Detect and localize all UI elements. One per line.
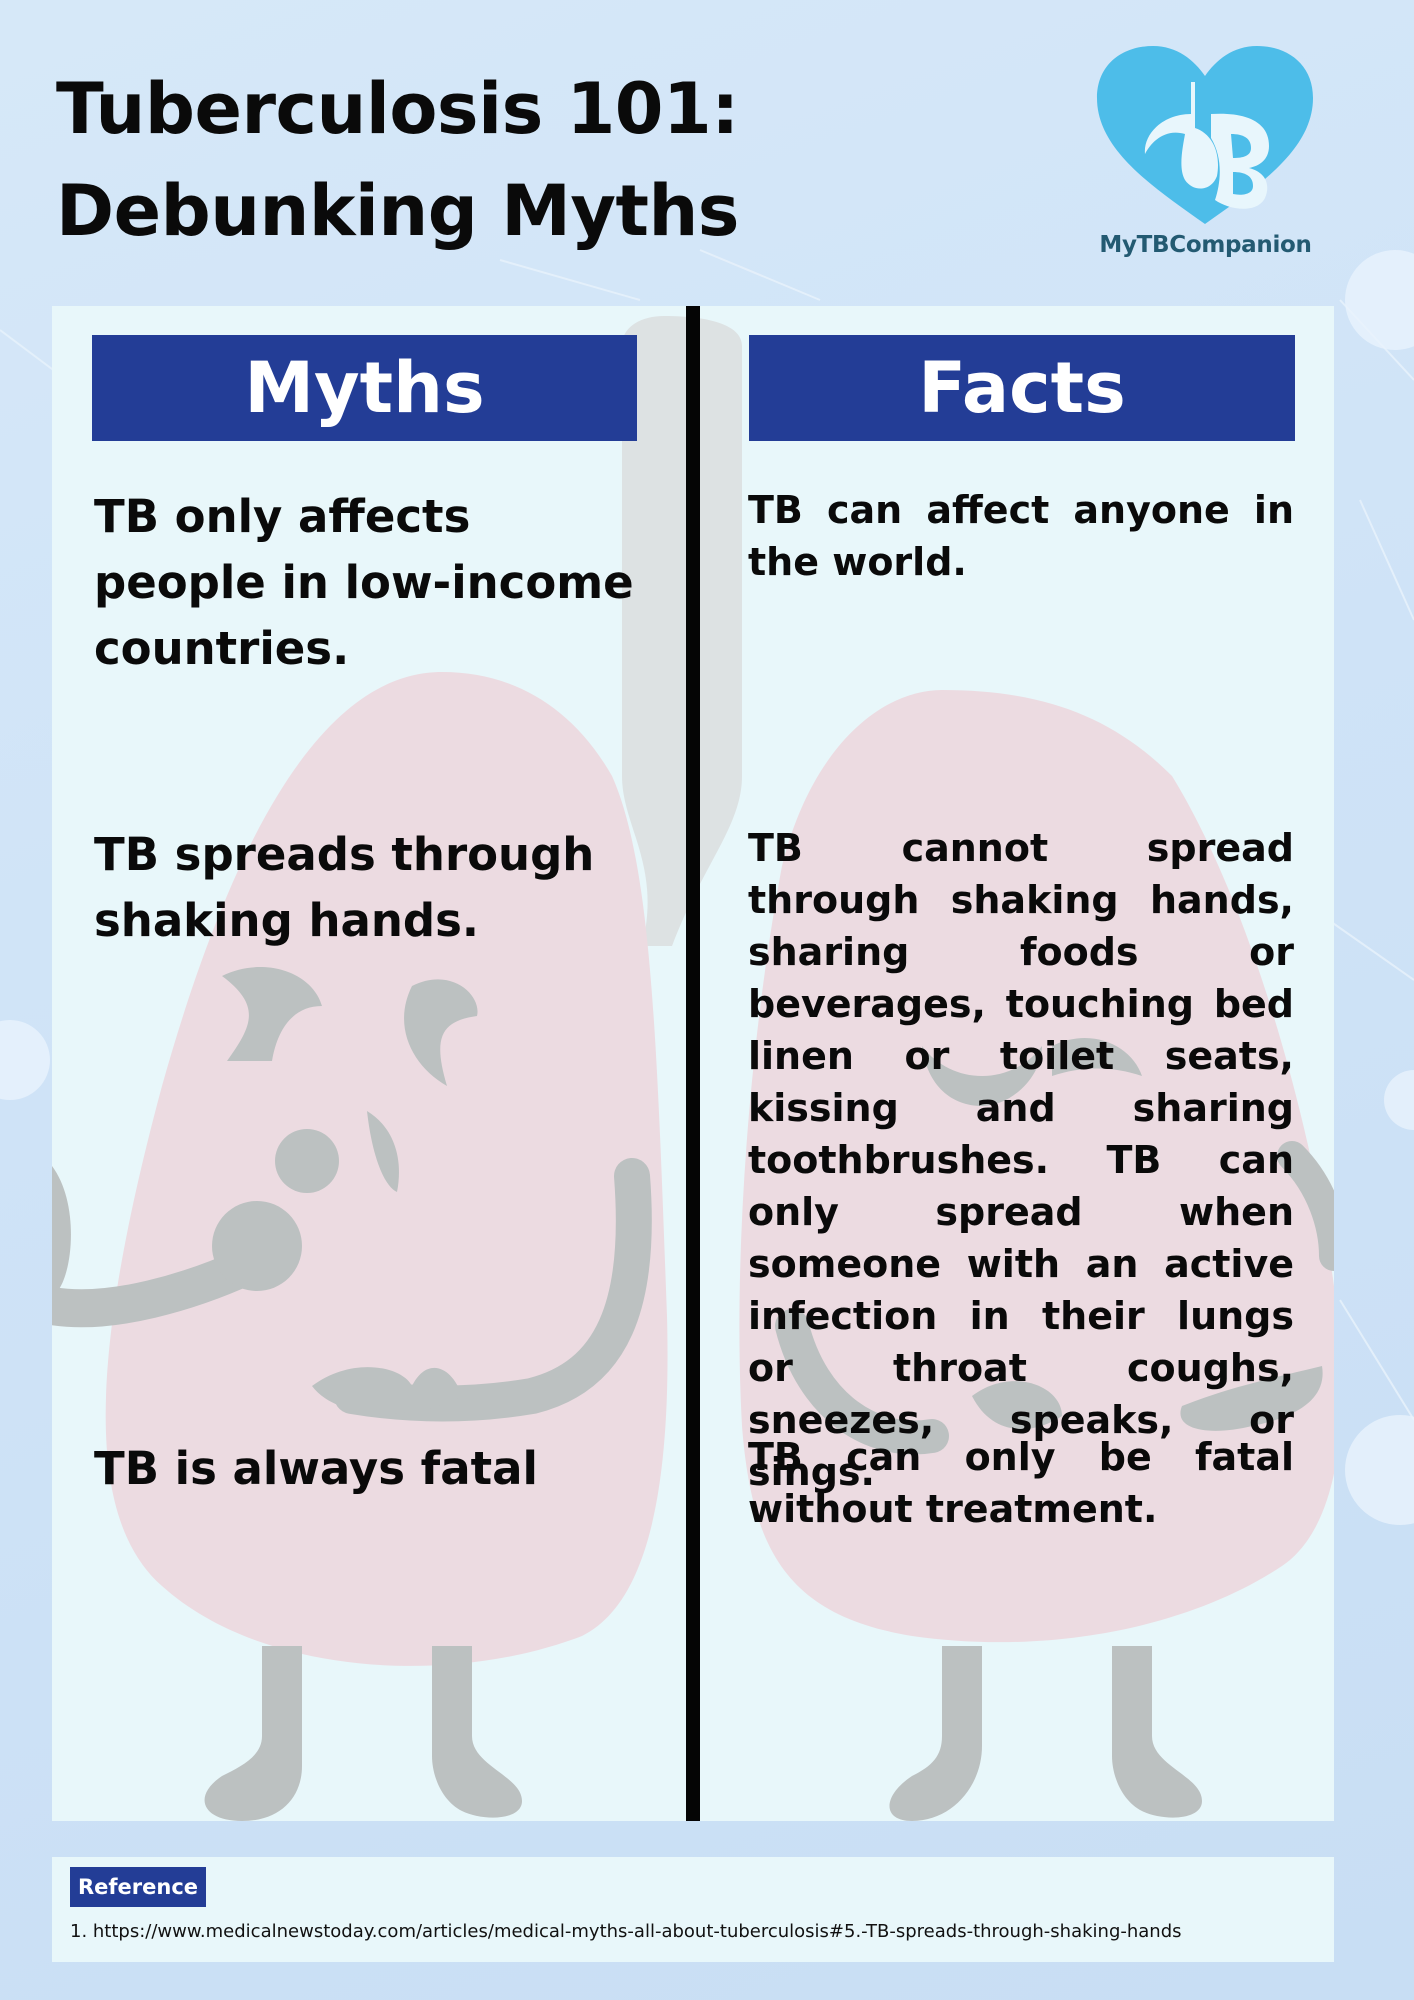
myth-3: TB is always fatal — [94, 1442, 538, 1495]
heart-lungs-logo-icon — [1097, 46, 1313, 224]
fact-2: TB cannot spread through shaking hands, … — [748, 826, 1294, 1494]
page-title: Tuberculosis 101: Debunking Myths — [56, 58, 739, 262]
reference-section: Reference 1. https://www.medicalnewstoda… — [52, 1857, 1334, 1962]
myth-2: TB spreads through shaking hands. — [94, 828, 595, 947]
fact-3: TB can only be fatal without treatment. — [748, 1435, 1294, 1531]
brand-logo: MyTBCompanion — [1093, 42, 1318, 267]
lung-characters-illustration — [52, 316, 1334, 1821]
logo-wordmark: MyTBCompanion — [1099, 232, 1312, 258]
title-line-2: Debunking Myths — [56, 170, 739, 252]
reference-label: Reference — [70, 1867, 207, 1907]
title-line-1: Tuberculosis 101: — [56, 68, 739, 150]
myth-1: TB only affects people in low-income cou… — [94, 490, 634, 675]
facts-header: Facts — [749, 335, 1295, 441]
myths-header: Myths — [92, 335, 637, 441]
fact-1: TB can affect anyone in the world. — [748, 488, 1294, 584]
column-divider — [686, 306, 700, 1821]
myths-facts-panel: Myths Facts TB only affects people in lo… — [52, 306, 1334, 1821]
reference-link[interactable]: 1. https://www.medicalnewstoday.com/arti… — [70, 1921, 1182, 1942]
